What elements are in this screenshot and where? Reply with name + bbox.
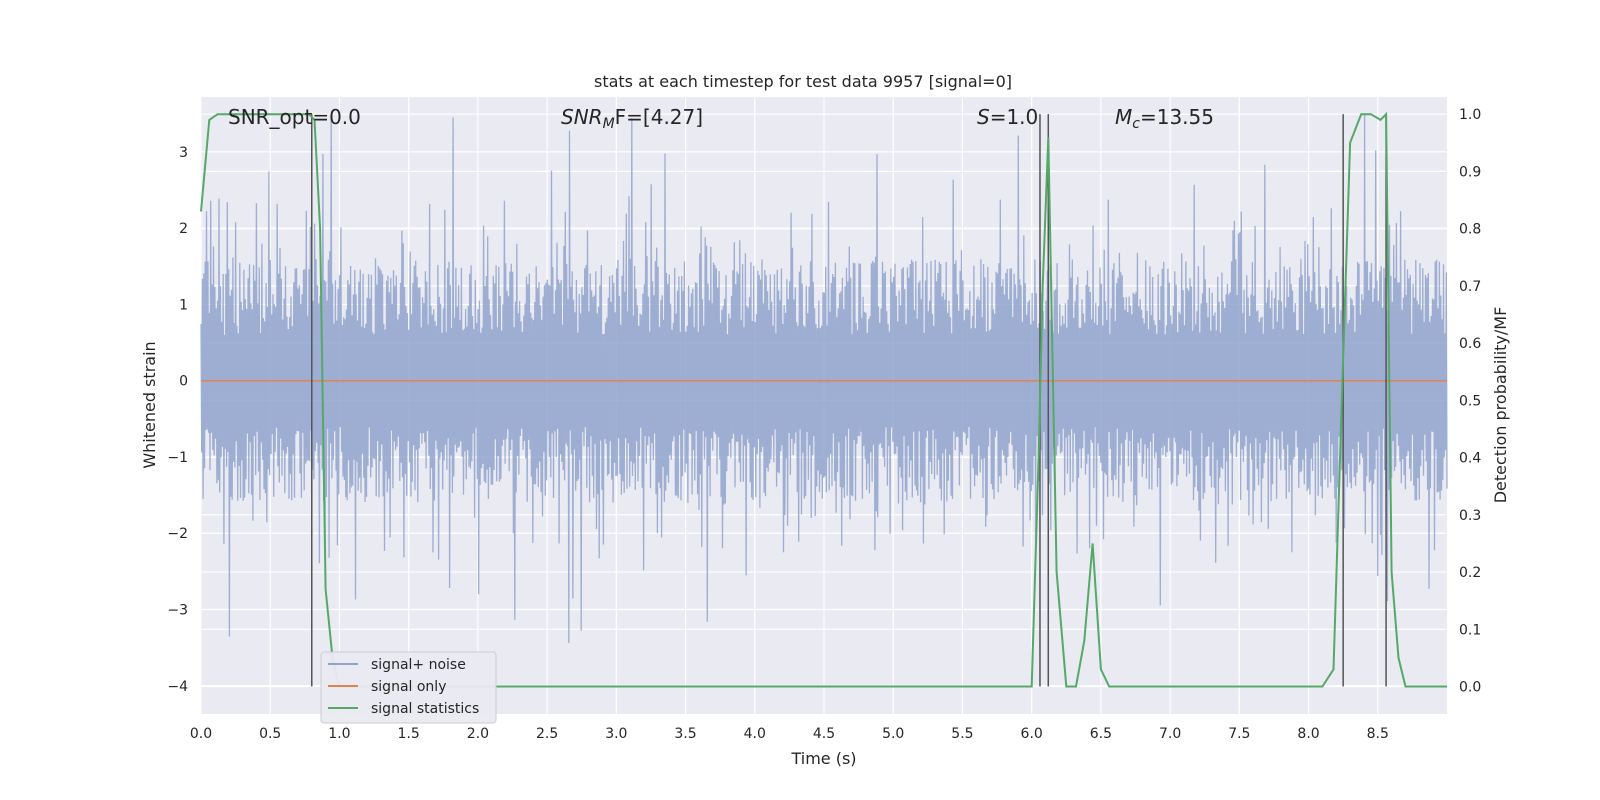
x-tick-label: 2.5 (536, 726, 558, 742)
x-tick-label: 6.5 (1090, 726, 1112, 742)
y-right-tick-label: 0.7 (1459, 279, 1481, 295)
annotation-snr-mf-rest: F=[4.27] (615, 105, 703, 129)
x-tick-label: 7.0 (1159, 726, 1181, 742)
legend-label-signal-statistics: signal statistics (371, 701, 479, 717)
x-tick-label: 3.0 (605, 726, 627, 742)
y-axis-right-ticks: 1.0 0.9 0.8 0.7 0.6 0.5 0.4 0.3 0.2 0.1 0.0 (1459, 107, 1481, 695)
y-left-tick-label: 3 (179, 145, 188, 161)
y-left-tick-label: 1 (179, 297, 188, 313)
x-tick-label: 7.5 (1228, 726, 1250, 742)
annotation-s: S=1.0 (977, 105, 1038, 129)
annotation-snr-mf-main: SNR (561, 105, 603, 129)
annotation-snr-mf-sub: M (603, 116, 615, 132)
y-right-tick-label: 0.1 (1459, 622, 1481, 638)
y-left-tick-label: −1 (167, 450, 188, 466)
y-axis-left-label: Whitened strain (140, 341, 159, 468)
annotation-mc: Mc=13.55 (1115, 105, 1214, 132)
y-right-tick-label: 0.8 (1459, 222, 1481, 238)
series-signal-statistics (200, 111, 1447, 688)
annotation-snr-mf: SNRMF=[4.27] (561, 105, 703, 132)
x-tick-label: 8.5 (1367, 726, 1389, 742)
y-right-tick-label: 1.0 (1459, 107, 1481, 123)
y-right-tick-label: 0.6 (1459, 336, 1481, 352)
annotation-mc-rest: =13.55 (1140, 105, 1214, 129)
y-right-tick-label: 0.9 (1459, 164, 1481, 180)
annotation-mc-main: M (1115, 105, 1132, 129)
x-tick-label: 1.0 (328, 726, 350, 742)
legend: signal+ noise signal only signal statist… (320, 651, 497, 724)
y-axis-right-label: Detection probability/MF (1491, 307, 1510, 504)
y-right-tick-label: 0.2 (1459, 565, 1481, 581)
x-tick-label: 4.5 (813, 726, 835, 742)
annotation-mc-sub: c (1132, 116, 1140, 132)
x-tick-label: 5.0 (882, 726, 904, 742)
y-right-tick-label: 0.4 (1459, 451, 1481, 467)
x-tick-label: 2.0 (467, 726, 489, 742)
line-signal-statistics (200, 111, 1447, 688)
series-signal-noise (200, 114, 1448, 643)
line-signal-noise (200, 114, 1448, 643)
y-left-tick-label: −4 (167, 679, 188, 695)
y-left-tick-label: −2 (167, 526, 188, 542)
x-tick-label: 5.5 (951, 726, 973, 742)
x-tick-label: 3.5 (674, 726, 696, 742)
y-left-tick-label: 2 (179, 221, 188, 237)
chart-title: stats at each timestep for test data 995… (594, 72, 1012, 91)
x-axis-label: Time (s) (790, 749, 856, 768)
x-tick-label: 1.5 (398, 726, 420, 742)
annotation-s-rest: =1.0 (990, 105, 1039, 129)
y-left-tick-label: −3 (167, 603, 188, 619)
x-tick-label: 6.0 (1021, 726, 1043, 742)
y-right-tick-label: 0.3 (1459, 508, 1481, 524)
y-left-tick-label: 0 (179, 374, 188, 390)
x-tick-label: 4.0 (744, 726, 766, 742)
y-right-tick-label: 0.0 (1459, 680, 1481, 696)
annotation-snr-opt: SNR_opt=0.0 (228, 105, 361, 129)
y-axis-left-ticks: 3 2 1 0 −1 −2 −3 −4 (167, 145, 188, 695)
y-right-tick-label: 0.5 (1459, 393, 1481, 409)
annotation-s-italic: S (977, 105, 990, 129)
x-tick-label: 0.0 (190, 726, 212, 742)
legend-label-signal-noise: signal+ noise (371, 657, 466, 673)
vertical-markers (311, 114, 1387, 687)
legend-label-signal-only: signal only (371, 679, 446, 695)
legend-box (320, 651, 497, 724)
x-tick-label: 0.5 (259, 726, 281, 742)
x-tick-label: 8.0 (1297, 726, 1319, 742)
x-axis-ticks: 0.0 0.5 1.0 1.5 2.0 2.5 3.0 3.5 4.0 4.5 5.0 5.5 6.0 6… (190, 726, 1389, 742)
